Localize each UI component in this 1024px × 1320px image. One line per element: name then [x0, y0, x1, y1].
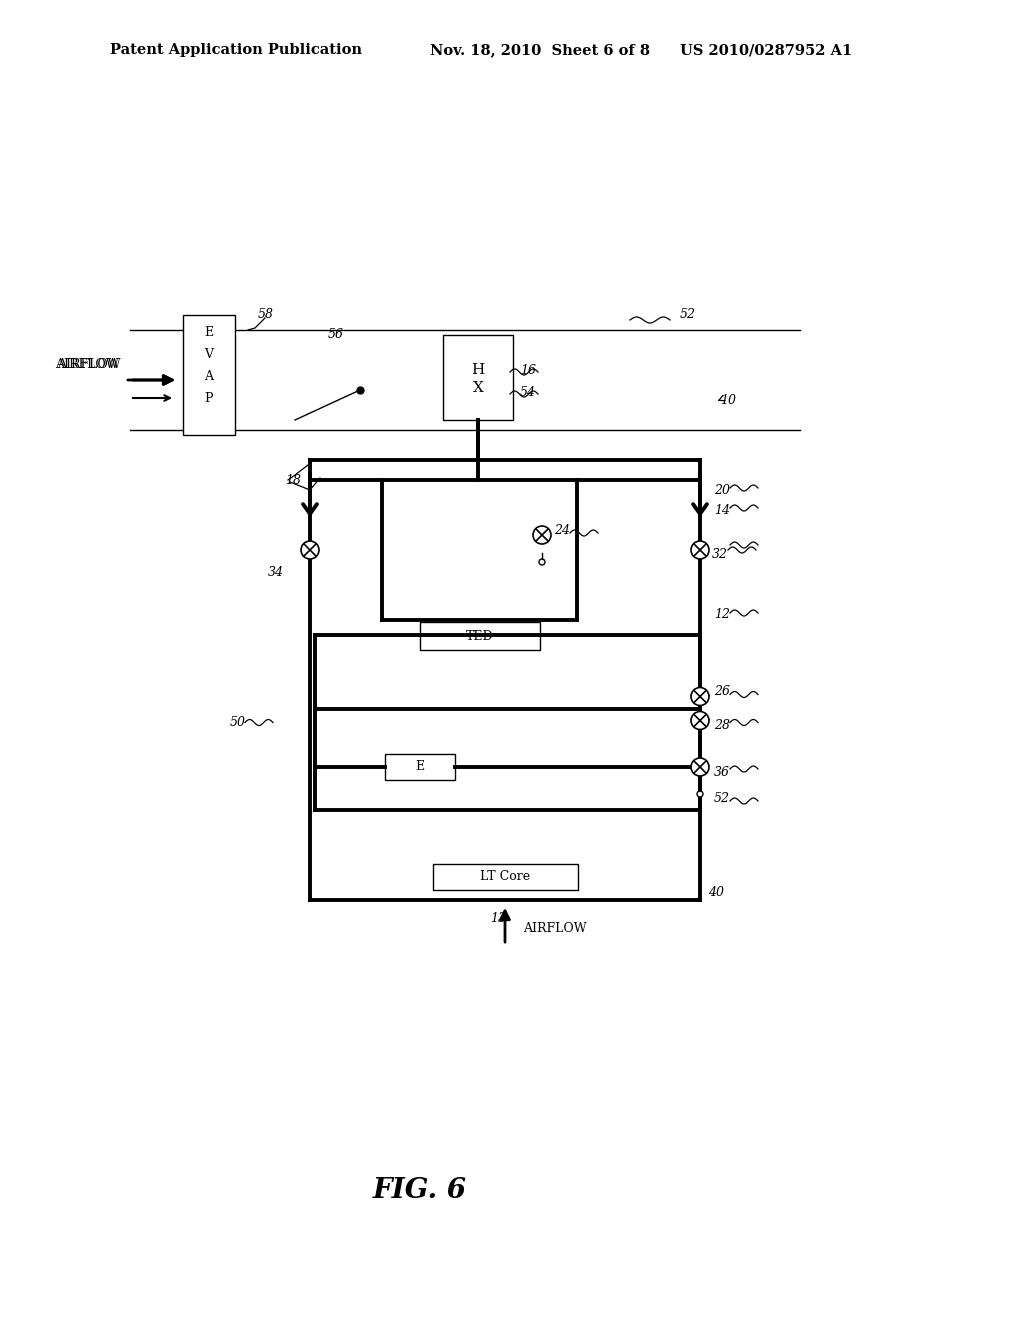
Text: 52: 52	[714, 792, 730, 805]
Text: Patent Application Publication: Patent Application Publication	[110, 44, 362, 57]
Text: E: E	[205, 326, 214, 339]
Text: 32: 32	[712, 549, 728, 561]
Text: 52: 52	[680, 309, 696, 322]
Text: LT Core: LT Core	[480, 870, 530, 883]
Text: P: P	[205, 392, 213, 405]
Text: 36: 36	[714, 766, 730, 779]
Circle shape	[697, 791, 703, 797]
Text: 14: 14	[714, 503, 730, 516]
Text: 20: 20	[714, 483, 730, 496]
Text: 50: 50	[230, 715, 246, 729]
Text: 10: 10	[720, 393, 736, 407]
Text: 26: 26	[714, 685, 730, 698]
Circle shape	[691, 688, 709, 705]
Text: V: V	[205, 348, 213, 362]
Text: X: X	[472, 380, 483, 395]
Circle shape	[539, 558, 545, 565]
Text: 16: 16	[520, 363, 536, 376]
Text: H: H	[471, 363, 484, 376]
Bar	[385, 754, 455, 780]
Text: 28: 28	[714, 719, 730, 733]
Text: US 2010/0287952 A1: US 2010/0287952 A1	[680, 44, 852, 57]
Text: Nov. 18, 2010  Sheet 6 of 8: Nov. 18, 2010 Sheet 6 of 8	[430, 44, 650, 57]
Bar	[183, 315, 234, 436]
Text: FIG. 6: FIG. 6	[373, 1176, 467, 1204]
Circle shape	[691, 541, 709, 558]
Text: 18: 18	[285, 474, 301, 487]
Text: AIRFLOW: AIRFLOW	[523, 921, 587, 935]
Bar	[420, 622, 540, 649]
Text: 34: 34	[268, 565, 284, 578]
Text: AIRFLOW: AIRFLOW	[55, 359, 119, 371]
Bar	[443, 335, 513, 420]
Text: 40: 40	[708, 886, 724, 899]
Text: TED: TED	[466, 630, 494, 643]
Text: 13: 13	[490, 912, 506, 924]
Text: 56: 56	[328, 329, 344, 342]
Text: 58: 58	[258, 309, 274, 322]
Text: 12: 12	[714, 609, 730, 622]
Circle shape	[691, 711, 709, 730]
Circle shape	[301, 541, 319, 558]
Text: 24: 24	[554, 524, 570, 536]
Text: A: A	[205, 371, 213, 384]
Circle shape	[534, 525, 551, 544]
Text: E: E	[416, 760, 425, 774]
Text: 54: 54	[520, 385, 536, 399]
Text: AIRFLOW: AIRFLOW	[57, 359, 121, 371]
Bar	[432, 865, 578, 890]
Circle shape	[691, 758, 709, 776]
